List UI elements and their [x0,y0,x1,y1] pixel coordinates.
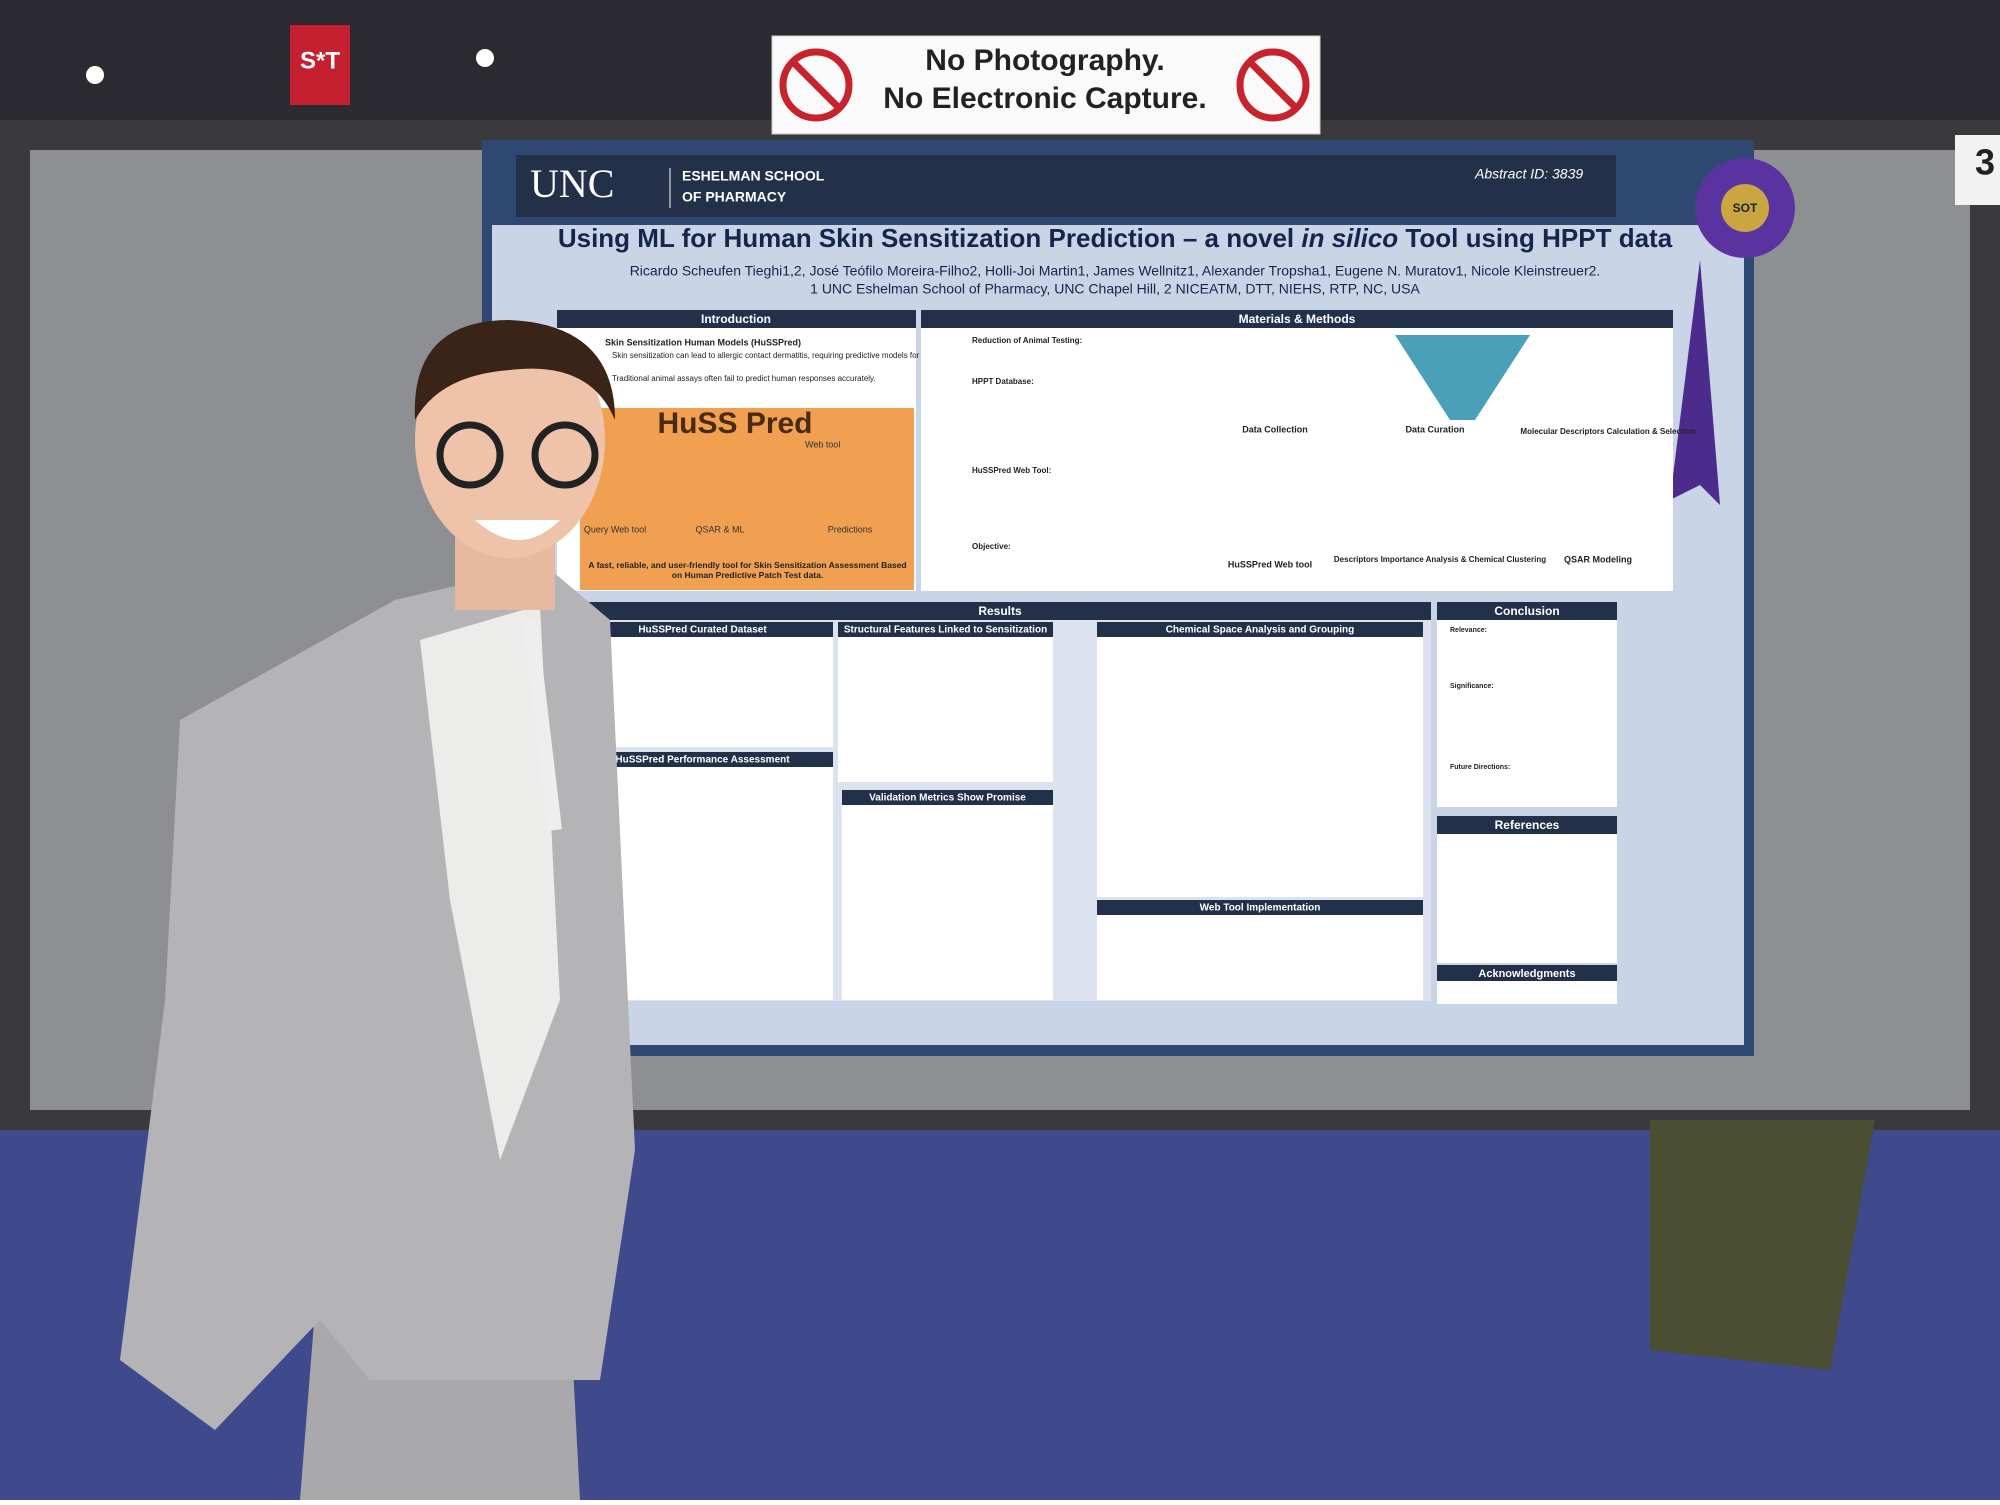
panel-heading: Web Tool Implementation [1200,903,1321,914]
method-item: HuSSPred Web Tool: [972,466,1051,475]
conclusion-item: Significance: [1450,683,1494,690]
panel-heading: Validation Metrics Show Promise [869,793,1026,804]
section-header [1437,965,1617,981]
banner [290,25,350,105]
section-header [1437,602,1617,620]
logo: UNC [530,161,614,206]
subheading: Skin Sensitization Human Models (HuSSPre… [605,337,801,347]
sign-text: No Electronic Capture. [883,82,1206,115]
face [415,322,605,558]
ribbon-center [1721,184,1769,232]
sign [771,35,1321,135]
section-heading: Introduction [701,312,771,326]
title-part: in silico [1301,223,1398,253]
flow-label: Query Web tool [584,524,646,534]
smile [475,520,560,540]
panel-heading: HuSSPred Curated Dataset [638,625,767,636]
section-heading: Results [978,604,1022,618]
banner-text: S*T [300,47,340,74]
authors: Ricardo Scheufen Tieghi1,2, José Teófilo… [630,263,1601,279]
flow-label: Predictions [828,524,873,534]
section-header [570,602,1431,620]
panel [838,622,1053,782]
step: Descriptors Importance Analysis & Chemic… [1334,555,1546,564]
booth-number: 3 [1975,142,1995,183]
section [1437,602,1617,807]
sign-icon [779,48,853,122]
glasses [436,421,504,489]
conclusion-item: Relevance: [1450,627,1487,634]
shirt [420,605,560,1160]
affiliations: 1 UNC Eshelman School of Pharmacy, UNC C… [810,281,1420,297]
school: OF PHARMACY [682,189,787,205]
poster-title: Using ML for Human Skin Sensitization Pr… [558,223,1673,253]
step: HuSSPred Web tool [1228,559,1312,569]
section-heading: Acknowledgments [1478,968,1575,980]
panel [572,622,833,747]
sign-icon [1247,59,1299,111]
tagline: A fast, reliable, and user-friendly tool… [588,560,907,580]
method-item: Objective: [972,542,1011,551]
poster-header [516,155,1616,217]
tool-sub: Web tool [805,439,840,449]
bullet: Traditional animal assays often fail to … [612,374,876,383]
light [86,66,104,84]
section [921,310,1673,591]
sign-icon [790,59,842,111]
panel-heading: Chemical Space Analysis and Grouping [1166,625,1355,636]
school: ESHELMAN SCHOOL [682,168,825,184]
funnel [1395,335,1530,420]
conclusion-item: Future Directions: [1450,764,1510,771]
panel-header [1097,900,1423,915]
section-heading: References [1495,818,1560,832]
method-item: HPPT Database: [972,377,1034,386]
panel [1097,900,1423,1000]
panel-header [1097,622,1423,637]
panel-header [842,790,1053,805]
method-item: Reduction of Animal Testing: [972,336,1082,345]
step: Data Collection [1242,424,1308,434]
chair [1650,1120,1875,1370]
flow-label: QSAR & ML [695,524,744,534]
booth-sign [1955,135,2000,205]
panel-heading: HuSSPred Performance Assessment [615,755,790,766]
title-part: Using ML for Human Skin Sensitization Pr… [558,223,1302,253]
step: Data Curation [1405,424,1464,434]
ribbon-tail [1670,260,1720,505]
section-header [1437,816,1617,834]
title-part: Tool using HPPT data [1398,223,1673,253]
panel [1097,622,1423,897]
ribbon-text: SOT [1733,201,1758,215]
panel [842,790,1053,1000]
intro-graphic [580,408,914,590]
step: Molecular Descriptors Calculation & Sele… [1520,427,1695,436]
tagline-box: A fast, reliable, and user-friendly tool… [588,560,907,580]
section-header [921,310,1673,328]
section [1437,816,1617,963]
panel-header [838,622,1053,637]
tool-name: HuSS Pred [657,407,812,440]
panel-header [572,752,833,767]
sign-icon [1236,48,1310,122]
abstract-id: Abstract ID: 3839 [1474,166,1583,182]
panel-heading: Structural Features Linked to Sensitizat… [844,625,1047,636]
lanyard [523,619,562,831]
panel-header [572,622,833,637]
glasses [531,421,599,489]
light [476,49,494,67]
sign-text: No Photography. [925,44,1164,77]
section-heading: Materials & Methods [1239,312,1356,326]
section-header [557,310,916,328]
results-panels: HuSSPred Curated Dataset Structural Featu… [572,622,1423,1000]
hair [414,320,615,420]
section-heading: Conclusion [1494,604,1559,618]
step: QSAR Modeling [1564,554,1632,564]
bullet: Skin sensitization can lead to allergic … [612,351,990,360]
